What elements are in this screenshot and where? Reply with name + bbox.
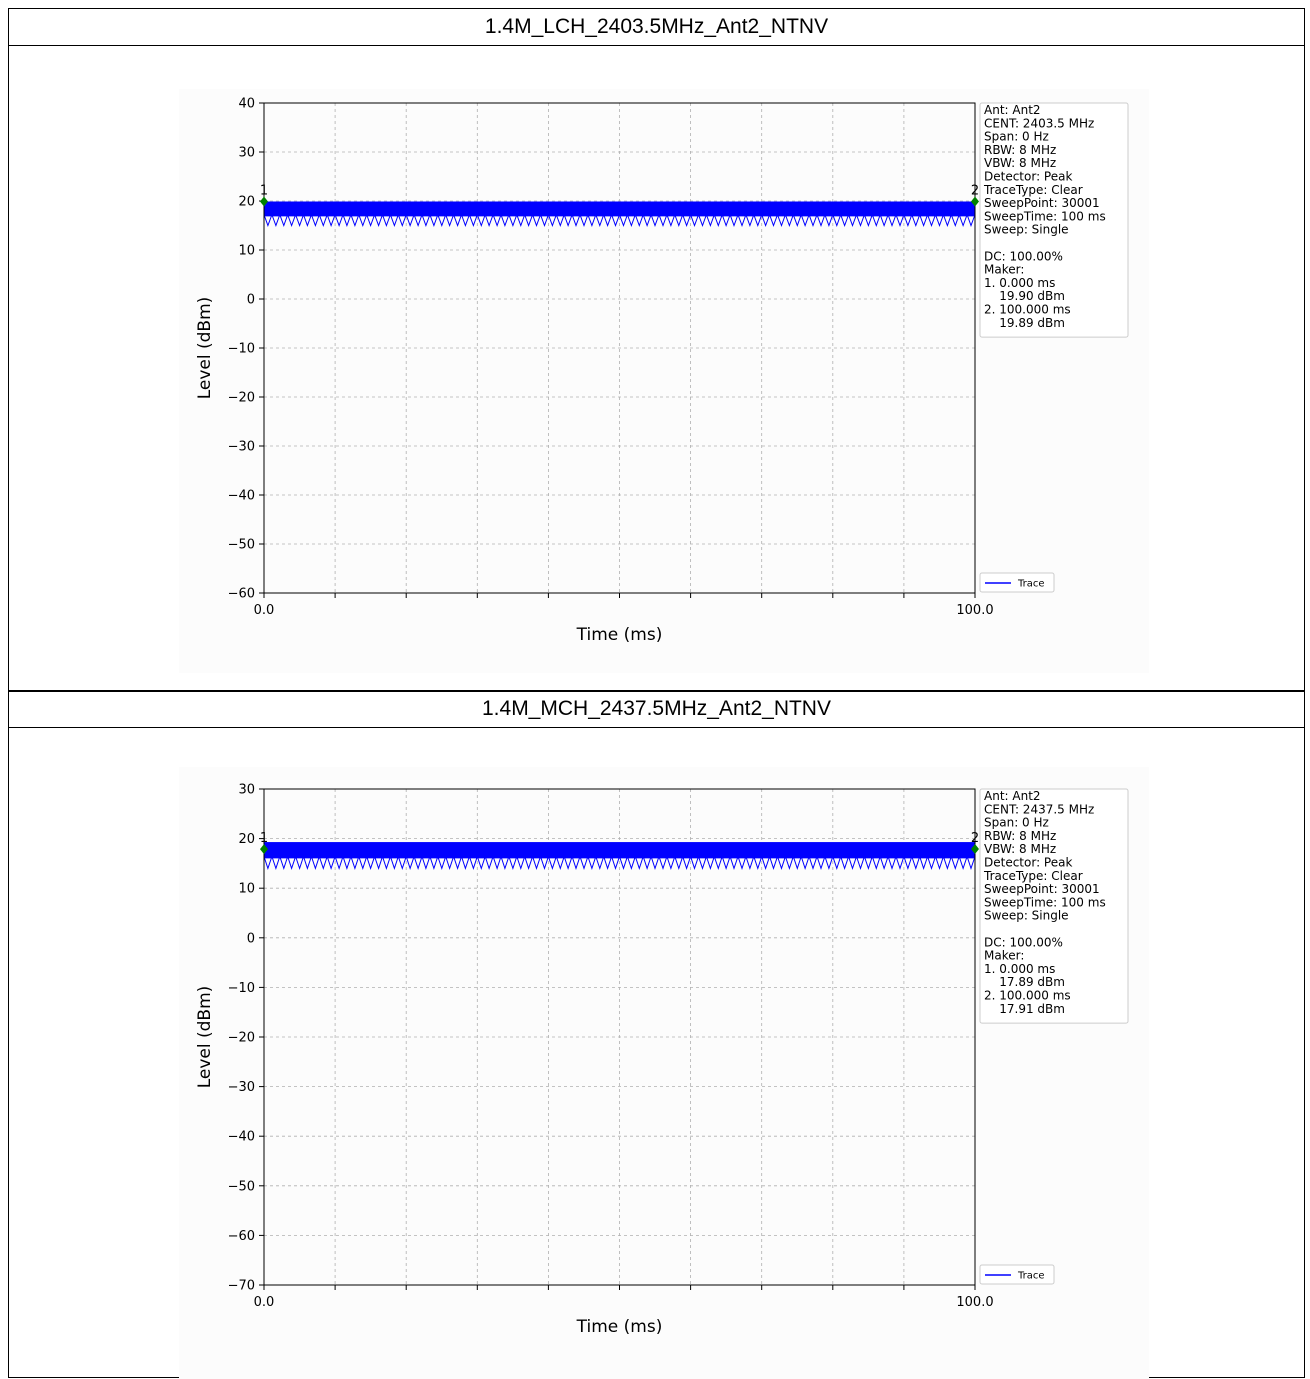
trace-series	[263, 842, 976, 870]
info-line: Detector: Peak	[984, 170, 1072, 184]
legend: Trace	[979, 572, 1055, 593]
marker-point	[260, 196, 268, 207]
y-tick-label: 20	[238, 195, 255, 210]
y-tick-label: −40	[228, 1130, 255, 1145]
y-tick-label: 30	[238, 146, 255, 161]
trace-line	[263, 213, 976, 227]
info-box-frame	[979, 788, 1129, 1024]
y-axis: 40 30 20 10 0 −10 −20 −30 −40 −50 −60	[228, 97, 264, 602]
y-tick-label: −30	[228, 440, 255, 455]
legend-frame	[979, 1264, 1055, 1285]
info-line: VBW: 8 MHz	[984, 842, 1056, 856]
y-tick-label: 0	[247, 931, 255, 946]
info-line: Span: 0 Hz	[984, 130, 1049, 144]
grid	[264, 103, 975, 593]
info-line: Maker:	[984, 949, 1024, 963]
marker-point	[971, 843, 979, 854]
legend-label: Trace	[1017, 1271, 1045, 1282]
legend-label: Trace	[1017, 579, 1045, 590]
chart-svg: 30 20 10 0 −10 −20 −30 −40 −50 −60 −700.0 100.0 Time…	[195, 783, 1129, 1337]
chart-svg: 40 30 20 10 0 −10 −20 −30 −40 −50 −600.0 100.0 Time …	[195, 97, 1129, 645]
info-box-frame	[979, 102, 1129, 338]
y-tick-label: −20	[228, 391, 255, 406]
y-tick-label: −60	[228, 587, 255, 602]
y-axis-label: Level (dBm)	[195, 297, 215, 400]
y-tick-label: −10	[228, 981, 255, 996]
info-line: RBW: 8 MHz	[984, 829, 1056, 843]
marker-label: 1	[260, 831, 268, 846]
y-tick-label: −50	[228, 538, 255, 553]
panel-1: 1.4M_LCH_2403.5MHz_Ant2_NTNV 40 30 20 10 0 −1…	[8, 8, 1305, 692]
y-tick-label: −70	[228, 1279, 255, 1294]
trace-band	[264, 201, 975, 217]
info-line: Span: 0 Hz	[984, 816, 1049, 830]
info-line: SweepPoint: 30001	[984, 196, 1100, 210]
x-axis: 0.0 100.0	[254, 1285, 994, 1310]
x-axis: 0.0 100.0	[254, 593, 994, 618]
marker-label: 2	[971, 184, 979, 199]
info-line: SweepPoint: 30001	[984, 882, 1100, 896]
y-tick-label: −30	[228, 1080, 255, 1095]
info-line: RBW: 8 MHz	[984, 143, 1056, 157]
trace-line	[263, 854, 976, 870]
info-line: Maker:	[984, 263, 1024, 277]
info-line: 17.91 dBm	[984, 1002, 1065, 1016]
y-axis: 30 20 10 0 −10 −20 −30 −40 −50 −60 −70	[228, 783, 264, 1294]
y-tick-label: −10	[228, 342, 255, 357]
y-tick-label: −50	[228, 1179, 255, 1194]
info-line: 1. 0.000 ms	[984, 276, 1055, 290]
legend: Trace	[979, 1264, 1055, 1285]
info-line: Sweep: Single	[984, 223, 1069, 237]
info-line: TraceType: Clear	[983, 183, 1083, 197]
y-tick-label: 10	[238, 882, 255, 897]
y-tick-label: 40	[238, 97, 255, 112]
info-line: CENT: 2437.5 MHz	[984, 802, 1094, 816]
info-line: Ant: Ant2	[984, 103, 1041, 117]
x-tick-label: 100.0	[956, 1295, 993, 1310]
panel-title: 1.4M_MCH_2437.5MHz_Ant2_NTNV	[9, 691, 1304, 728]
info-line: Detector: Peak	[984, 856, 1072, 870]
marker-point	[971, 196, 979, 207]
info-line: 19.90 dBm	[984, 289, 1065, 303]
y-tick-label: 20	[238, 832, 255, 847]
y-tick-label: 30	[238, 783, 255, 798]
y-tick-label: 10	[238, 244, 255, 259]
x-tick-label: 100.0	[956, 603, 993, 618]
panel-title: 1.4M_LCH_2403.5MHz_Ant2_NTNV	[9, 9, 1304, 46]
info-line: VBW: 8 MHz	[984, 156, 1056, 170]
x-tick-label: 0.0	[254, 1295, 275, 1310]
trace-band	[264, 842, 975, 859]
legend-frame	[979, 572, 1055, 593]
info-line: TraceType: Clear	[983, 869, 1083, 883]
info-line: SweepTime: 100 ms	[984, 895, 1106, 909]
info-line: 2. 100.000 ms	[984, 303, 1071, 317]
y-tick-label: −60	[228, 1229, 255, 1244]
info-line: Sweep: Single	[984, 909, 1069, 923]
info-line: 17.89 dBm	[984, 975, 1065, 989]
info-line: DC: 100.00%	[984, 249, 1063, 263]
info-line: CENT: 2403.5 MHz	[984, 116, 1094, 130]
grid	[264, 789, 975, 1285]
y-tick-label: −20	[228, 1031, 255, 1046]
x-axis-label: Time (ms)	[576, 1317, 663, 1337]
info-line: DC: 100.00%	[984, 935, 1063, 949]
info-line: SweepTime: 100 ms	[984, 209, 1106, 223]
y-axis-label: Level (dBm)	[195, 986, 215, 1089]
marker-point	[260, 844, 268, 855]
panel-2: 1.4M_MCH_2437.5MHz_Ant2_NTNV 30 20 10 0 −10 −…	[8, 690, 1305, 1379]
marker-label: 1	[260, 183, 268, 198]
info-line: 19.89 dBm	[984, 316, 1065, 330]
info-line: 2. 100.000 ms	[984, 989, 1071, 1003]
y-tick-label: −40	[228, 489, 255, 504]
x-axis-label: Time (ms)	[576, 625, 663, 645]
info-line: 1. 0.000 ms	[984, 962, 1055, 976]
y-tick-label: 0	[247, 293, 255, 308]
marker-label: 2	[971, 831, 979, 846]
x-tick-label: 0.0	[254, 603, 275, 618]
info-line: Ant: Ant2	[984, 789, 1041, 803]
trace-series	[263, 201, 976, 227]
